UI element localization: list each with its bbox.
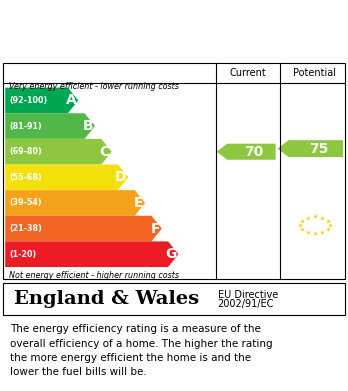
Text: (69-80): (69-80) [9,147,42,156]
Text: (1-20): (1-20) [9,250,37,259]
Text: Not energy efficient - higher running costs: Not energy efficient - higher running co… [9,271,179,280]
Text: G: G [165,247,177,261]
Text: EU Directive: EU Directive [218,290,278,300]
Text: 70: 70 [244,145,264,159]
Polygon shape [5,113,95,139]
Text: 75: 75 [309,142,328,156]
Text: (92-100): (92-100) [9,96,48,105]
Text: C: C [100,145,110,159]
Text: Very energy efficient - lower running costs: Very energy efficient - lower running co… [9,82,179,91]
Polygon shape [5,241,179,267]
Text: D: D [115,170,127,184]
Polygon shape [5,139,112,165]
Text: E: E [134,196,143,210]
Text: F: F [151,222,160,236]
Text: Energy Efficiency Rating: Energy Efficiency Rating [9,35,219,50]
Polygon shape [277,140,343,157]
Text: A: A [66,93,77,108]
Polygon shape [5,88,78,113]
Polygon shape [217,143,276,160]
Text: B: B [82,119,93,133]
Text: 2002/91/EC: 2002/91/EC [218,300,274,309]
Text: Potential: Potential [293,68,335,78]
Text: The energy efficiency rating is a measure of the
overall efficiency of a home. T: The energy efficiency rating is a measur… [10,324,273,377]
Text: (55-68): (55-68) [9,173,42,182]
Text: (39-54): (39-54) [9,199,42,208]
Text: (21-38): (21-38) [9,224,42,233]
Polygon shape [5,190,145,216]
Text: (81-91): (81-91) [9,122,42,131]
Polygon shape [5,165,128,190]
Polygon shape [5,216,162,241]
Text: Current: Current [230,68,266,78]
Text: England & Wales: England & Wales [14,290,199,308]
